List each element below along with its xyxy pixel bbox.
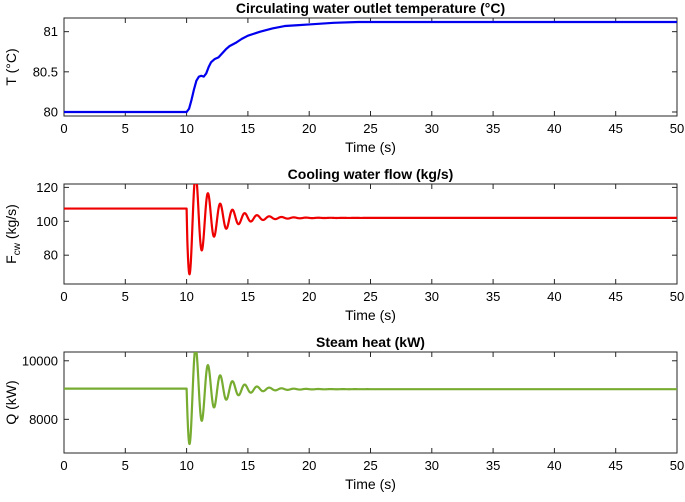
x-tick-label: 45 (608, 458, 622, 473)
plot-area (63, 17, 678, 117)
y-axis-label: Fcw (kg/s) (3, 204, 23, 264)
y-axis-label: T (°C) (3, 48, 19, 85)
y-tick-label: 8000 (29, 412, 58, 427)
x-tick-label: 25 (363, 289, 377, 304)
y-axis-label-main: F (3, 255, 19, 264)
x-tick-label: 50 (670, 458, 684, 473)
x-tick-label: 10 (179, 121, 193, 136)
chart-panel-1: 0 5 10 15 20 25 30 35 40 45 50 80 80.5 81 Circulating … (3, 0, 684, 155)
x-tick-label: 25 (363, 121, 377, 136)
x-tick-label: 10 (179, 458, 193, 473)
series-line-Q (64, 352, 677, 446)
x-tick-label: 40 (547, 121, 561, 136)
x-tick-label: 5 (122, 458, 129, 473)
x-tick-label: 0 (60, 121, 67, 136)
x-tick-label: 15 (241, 458, 255, 473)
x-tick-label: 20 (302, 121, 316, 136)
y-tick-label: 120 (36, 180, 58, 195)
y-axis-label-unit: (kg/s) (3, 204, 19, 243)
x-tick-label: 25 (363, 458, 377, 473)
x-axis-label: Time (s) (345, 307, 396, 323)
series-line-T (64, 20, 677, 114)
y-tick-label: 100 (36, 214, 58, 229)
chart-title: Steam heat (kW) (316, 334, 425, 350)
y-tick-label: 80 (44, 248, 58, 263)
y-tick-label: 80.5 (33, 64, 58, 79)
plot-area (63, 183, 678, 285)
x-tick-label: 5 (122, 121, 129, 136)
x-tick-label: 0 (60, 289, 67, 304)
x-tick-label: 10 (179, 289, 193, 304)
x-tick-label: 20 (302, 289, 316, 304)
y-tick-label: 81 (44, 24, 58, 39)
series-line-Fcw (64, 184, 677, 276)
y-tick-label: 80 (44, 104, 58, 119)
x-tick-label: 15 (241, 289, 255, 304)
x-tick-label: 5 (122, 289, 129, 304)
x-tick-label: 30 (425, 289, 439, 304)
x-tick-label: 35 (486, 458, 500, 473)
x-tick-label: 30 (425, 458, 439, 473)
x-tick-label: 15 (241, 121, 255, 136)
y-tick-label: 10000 (22, 353, 58, 368)
x-tick-label: 40 (547, 458, 561, 473)
plot-area (63, 351, 678, 454)
x-axis-label: Time (s) (345, 139, 396, 155)
y-axis-label-subscript: cw (12, 242, 23, 255)
x-tick-label: 20 (302, 458, 316, 473)
x-tick-label: 45 (608, 121, 622, 136)
chart-title: Circulating water outlet temperature (°C… (236, 0, 505, 16)
chart-panel-2: 0 5 10 15 20 25 30 35 40 45 50 80 100 120 Cooling wate… (3, 166, 684, 323)
x-tick-label: 35 (486, 289, 500, 304)
x-tick-label: 0 (60, 458, 67, 473)
x-axis-label: Time (s) (345, 476, 396, 492)
chart-panel-3: 0 5 10 15 20 25 30 35 40 45 50 8000 10000 Steam heat … (3, 334, 684, 492)
x-tick-label: 50 (670, 121, 684, 136)
x-tick-label: 45 (608, 289, 622, 304)
x-tick-label: 50 (670, 289, 684, 304)
x-tick-label: 35 (486, 121, 500, 136)
y-axis-label: Q (kW) (3, 380, 19, 424)
x-tick-label: 40 (547, 289, 561, 304)
x-tick-label: 30 (425, 121, 439, 136)
chart-title: Cooling water flow (kg/s) (288, 166, 454, 182)
